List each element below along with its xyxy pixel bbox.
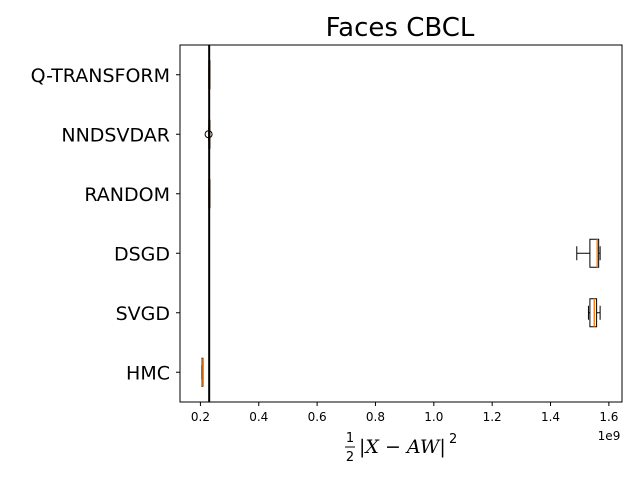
category-label: NNDSVDAR [61,124,170,146]
box-iqr [589,238,600,268]
category-label: SVGD [116,303,170,325]
x-axis-label-numerator: 1 [346,431,354,446]
category-label: DSGD [114,243,170,265]
category-label: HMC [126,362,170,384]
x-tick-label: 1.0 [424,410,443,424]
box-iqr [589,298,598,328]
chart-title: Faces CBCL [326,13,475,43]
category-label: Q-TRANSFORM [31,65,170,87]
category-label: RANDOM [84,184,170,206]
plot-area: 0.2 0.4 0.6 0.8 1.0 1.2 1.4 1.6 Q-TRANSFORM NNDSV… [31,44,623,424]
x-axis-label-body: |X − AW| [359,436,446,458]
x-axis-label-denominator: 2 [346,450,354,465]
plot-frame [179,44,623,403]
x-tick-label: 0.6 [308,410,327,424]
x-tick-label: 1.6 [599,410,618,424]
x-axis-offset-label: 1e9 [598,429,621,443]
x-tick-label: 1.4 [541,410,560,424]
x-axis-label: 1 2 |X − AW| 2 [345,431,457,465]
x-tick-label: 0.8 [366,410,385,424]
x-axis-label-power: 2 [449,432,457,447]
x-tick-label: 0.2 [191,410,210,424]
x-tick-label: 1.2 [483,410,502,424]
x-tick-label: 0.4 [249,410,268,424]
